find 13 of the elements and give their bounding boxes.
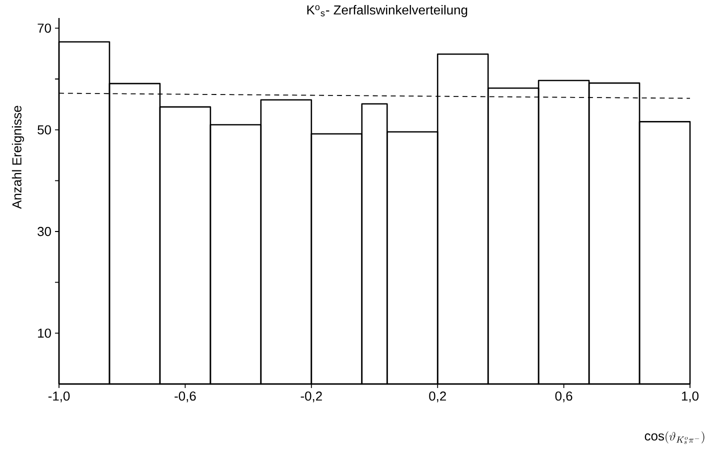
x-tick-label: -1,0 [48,392,70,402]
y-tick-label: 50 [38,125,51,134]
y-axis-title: Anzahl Ereignisse [12,106,24,209]
x-axis-title: $\cos(\vartheta_{K^{o}_{s}\pi^{-}})$ [644,431,704,444]
y-tick-label: 70 [38,24,51,33]
x-tick-label: 0,6 [555,392,572,402]
x-tick-label: 1,0 [682,392,699,402]
y-tick-label: 10 [38,328,51,338]
x-tick-label: 0,2 [429,392,446,402]
chart-title: K$^{o}$$_{s}$- Zerfallswinkelverteilung [307,5,468,18]
x-tick-label: -0,6 [174,392,196,402]
x-tick-label: -0,2 [300,392,322,402]
y-tick-label: 30 [38,226,51,236]
